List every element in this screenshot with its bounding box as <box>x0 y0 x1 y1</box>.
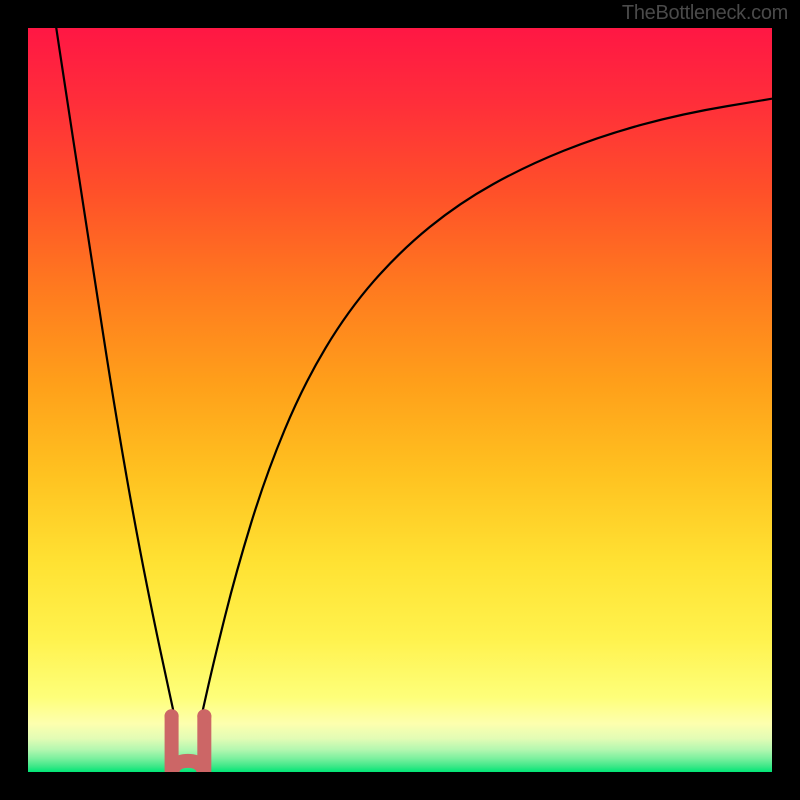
plot-area <box>28 28 772 772</box>
marker-endcap <box>197 709 211 723</box>
watermark-text: TheBottleneck.com <box>622 2 788 25</box>
marker-endcap <box>165 709 179 723</box>
chart-svg <box>28 28 772 772</box>
chart-container: TheBottleneck.com <box>0 0 800 800</box>
gradient-background <box>28 28 772 772</box>
